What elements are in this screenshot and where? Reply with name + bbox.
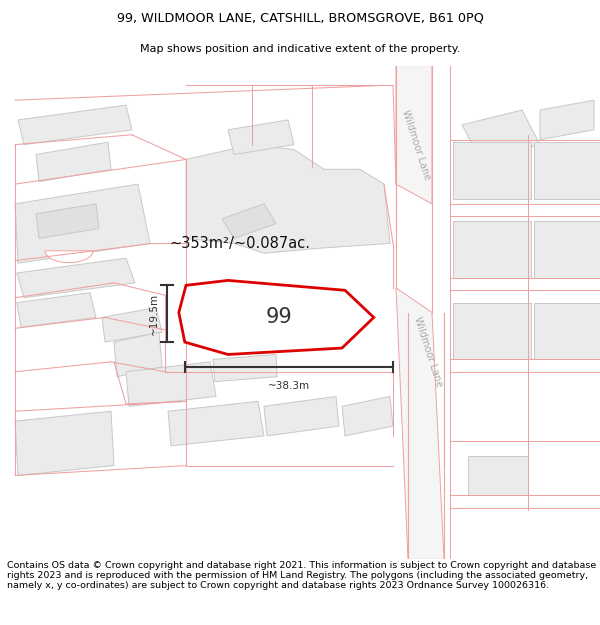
Polygon shape [264, 396, 339, 436]
Text: 99, WILDMOOR LANE, CATSHILL, BROMSGROVE, B61 0PQ: 99, WILDMOOR LANE, CATSHILL, BROMSGROVE,… [116, 12, 484, 25]
Polygon shape [17, 292, 96, 328]
Text: 99: 99 [266, 308, 292, 328]
Polygon shape [534, 302, 600, 359]
Polygon shape [213, 354, 277, 382]
Text: ~353m²/~0.087ac.: ~353m²/~0.087ac. [170, 236, 311, 251]
Polygon shape [36, 204, 99, 238]
Polygon shape [15, 411, 114, 476]
Polygon shape [36, 142, 111, 182]
Polygon shape [462, 110, 540, 159]
Polygon shape [534, 221, 600, 278]
Polygon shape [17, 258, 135, 298]
Polygon shape [186, 144, 390, 253]
Text: ~19.5m: ~19.5m [149, 292, 158, 335]
Polygon shape [18, 105, 132, 144]
Polygon shape [228, 120, 294, 154]
Polygon shape [396, 66, 432, 204]
Polygon shape [396, 288, 444, 559]
Polygon shape [453, 221, 531, 278]
Text: ~38.3m: ~38.3m [268, 381, 310, 391]
Text: Wildmoor Lane: Wildmoor Lane [400, 108, 433, 181]
Polygon shape [342, 396, 393, 436]
Polygon shape [15, 184, 150, 263]
Polygon shape [114, 332, 162, 377]
Polygon shape [179, 281, 374, 354]
Polygon shape [453, 302, 531, 359]
Polygon shape [45, 251, 93, 262]
Polygon shape [168, 401, 264, 446]
Text: Contains OS data © Crown copyright and database right 2021. This information is : Contains OS data © Crown copyright and d… [7, 561, 596, 591]
Text: Map shows position and indicative extent of the property.: Map shows position and indicative extent… [140, 44, 460, 54]
Polygon shape [222, 204, 276, 238]
Polygon shape [102, 308, 162, 342]
Polygon shape [534, 142, 600, 199]
Polygon shape [540, 100, 594, 139]
Polygon shape [468, 456, 528, 495]
Polygon shape [126, 362, 216, 406]
Text: Wildmoor Lane: Wildmoor Lane [412, 316, 445, 388]
Polygon shape [453, 142, 531, 199]
